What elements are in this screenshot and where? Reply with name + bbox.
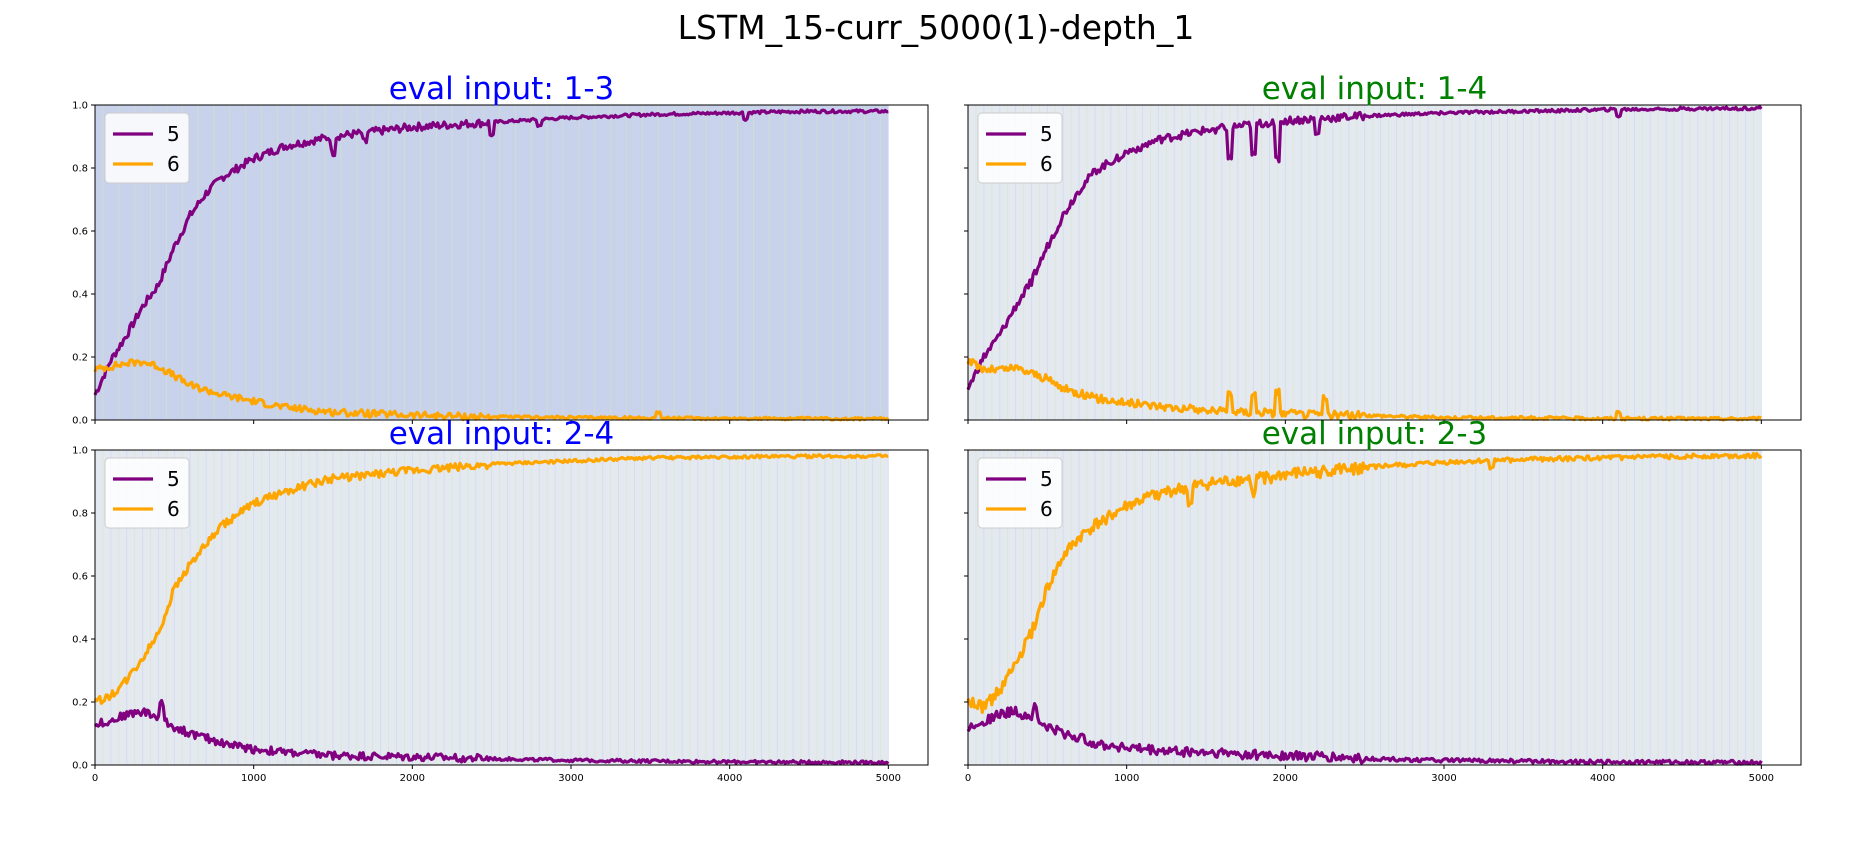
x-tick-label: 1000 <box>241 773 266 784</box>
y-tick-label: 1.0 <box>72 446 88 457</box>
legend: 56 <box>977 112 1063 184</box>
background-bands <box>967 450 1762 765</box>
y-tick-label: 0.2 <box>72 698 88 709</box>
axes-frame <box>94 449 929 766</box>
legend: 56 <box>104 112 190 184</box>
x-tick-label: 3000 <box>1431 773 1456 784</box>
legend-label: 5 <box>1040 467 1053 491</box>
y-tick-label: 0.6 <box>72 572 88 583</box>
legend: 56 <box>977 457 1063 529</box>
y-tick-label: 0.2 <box>72 353 88 364</box>
x-tick-label: 2000 <box>1273 773 1298 784</box>
series-line-6 <box>93 453 889 705</box>
series-line-6 <box>966 451 1763 714</box>
y-tick-label: 0.8 <box>72 164 88 175</box>
background-bands <box>94 450 889 765</box>
x-tick-label: 0 <box>92 773 98 784</box>
chart-panel-1: 0.00.20.40.60.81.0 eval input: 1-356 <box>72 71 929 427</box>
chart-panel-3: 0.0 0.2 0.4 0.6 0.8 1.0 0 1000 2000 3000 4000 5000 e… <box>72 416 929 784</box>
legend-label: 5 <box>167 467 180 491</box>
panel-title: eval input: 1-4 <box>1262 71 1488 107</box>
series-line-6 <box>93 358 890 422</box>
axes-frame <box>967 104 1802 421</box>
legend-label: 6 <box>1040 497 1053 521</box>
axes-frame <box>967 449 1802 766</box>
series-line-6 <box>966 358 1762 422</box>
x-tick-label: 4000 <box>717 773 742 784</box>
series-line-5 <box>966 702 1763 766</box>
y-tick-label: 0.4 <box>72 290 88 301</box>
background-bands <box>94 105 889 420</box>
figure-title: LSTM_15-curr_5000(1)-depth_1 <box>677 8 1195 47</box>
x-tick-label: 1000 <box>1114 773 1139 784</box>
y-tick-label: 0.0 <box>72 761 88 772</box>
x-tick-label: 2000 <box>400 773 425 784</box>
y-tick-label: 0.4 <box>72 635 88 646</box>
legend-label: 5 <box>1040 122 1053 146</box>
panel-title: eval input: 2-3 <box>1262 416 1488 452</box>
x-tick-label: 5000 <box>876 773 901 784</box>
y-tick-label: 0.0 <box>72 416 88 427</box>
y-tick-label: 0.6 <box>72 227 88 238</box>
y-tick-label: 1.0 <box>72 101 88 112</box>
legend-label: 5 <box>167 122 180 146</box>
chart-panel-2: eval input: 1-456 <box>964 71 1802 424</box>
background-bands <box>967 105 1762 420</box>
panel-title: eval input: 1-3 <box>389 71 615 107</box>
x-tick-label: 4000 <box>1590 773 1615 784</box>
series-line-5 <box>93 108 889 396</box>
series-line-5 <box>966 105 1763 391</box>
legend-label: 6 <box>167 152 180 176</box>
series-line-5 <box>93 698 890 766</box>
x-tick-label: 0 <box>965 773 971 784</box>
legend-label: 6 <box>167 497 180 521</box>
x-tick-label: 3000 <box>558 773 583 784</box>
panel-title: eval input: 2-4 <box>389 416 615 452</box>
axes-frame <box>94 104 929 421</box>
y-tick-label: 0.8 <box>72 509 88 520</box>
x-tick-label: 5000 <box>1749 773 1774 784</box>
legend: 56 <box>104 457 190 529</box>
legend-label: 6 <box>1040 152 1053 176</box>
